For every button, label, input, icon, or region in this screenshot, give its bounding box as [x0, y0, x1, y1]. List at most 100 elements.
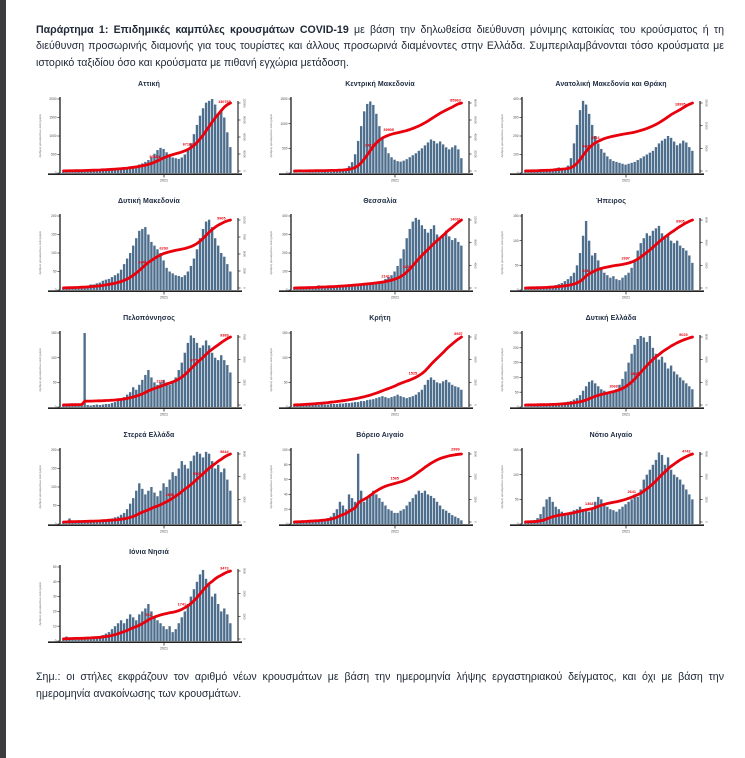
svg-text:200: 200 — [51, 448, 57, 452]
cumulative-cases-line — [524, 452, 694, 524]
svg-text:0: 0 — [474, 521, 478, 523]
svg-text:200: 200 — [51, 214, 57, 218]
right-axis: 0 30000 60000 90000 120000 — [237, 99, 247, 174]
left-axis: 0 50 100 150 200 — [51, 448, 61, 526]
x-year-label: 2021 — [391, 530, 399, 534]
svg-text:40000: 40000 — [474, 133, 478, 141]
left-axis: 0 50 100 150 — [282, 331, 292, 409]
svg-text:2500: 2500 — [243, 379, 247, 386]
x-year-label: 2021 — [622, 413, 630, 417]
svg-text:1000: 1000 — [474, 496, 478, 503]
svg-text:3000: 3000 — [243, 568, 247, 575]
x-year-label: 2021 — [160, 530, 168, 534]
annotation-value: 2141 — [381, 275, 389, 279]
annotation-value: 2068 — [609, 385, 617, 389]
svg-text:0: 0 — [705, 287, 709, 289]
annotation-value: 2697 — [621, 257, 629, 261]
svg-text:0: 0 — [517, 405, 519, 409]
svg-text:7500: 7500 — [243, 234, 247, 241]
svg-text:100: 100 — [282, 448, 288, 452]
chart-title: Πελοπόννησος — [123, 315, 175, 323]
svg-text:0: 0 — [705, 170, 709, 172]
daily-cases-bars — [62, 452, 232, 525]
report-page: Παράρτημα 1: Επιδημικές καμπύλες κρουσμά… — [36, 22, 724, 713]
charts-grid: Αττική Αριθμός κρουσμάτων ανά ημέρα 0 500 10… — [36, 81, 724, 653]
svg-text:100: 100 — [513, 153, 519, 157]
svg-text:3000: 3000 — [705, 474, 709, 481]
svg-text:6000: 6000 — [705, 357, 709, 364]
svg-text:4000: 4000 — [705, 240, 709, 247]
daily-cases-bars — [293, 101, 463, 174]
cumulative-annotations: 1343 2697 6905 — [582, 219, 685, 273]
x-year-label: 2021 — [160, 296, 168, 300]
svg-text:4500: 4500 — [705, 451, 709, 458]
x-axis: 2021 — [279, 173, 473, 183]
annotation-value: 9025 — [679, 333, 687, 337]
annotation-value: 1343 — [582, 269, 590, 273]
svg-text:0: 0 — [286, 171, 288, 175]
svg-text:6000: 6000 — [705, 217, 709, 224]
svg-text:0: 0 — [243, 521, 247, 523]
svg-text:10000: 10000 — [705, 122, 709, 130]
left-axis: 0 500 1000 1500 2000 — [49, 97, 61, 175]
annotation-value: 4465 — [582, 144, 590, 148]
svg-text:30: 30 — [53, 595, 57, 599]
region-chart-10: Στερεά Ελλάδα Αριθμός κρουσμάτων ανά ημέρ… — [36, 432, 262, 536]
svg-text:3000: 3000 — [705, 379, 709, 386]
annotation-value: 1741 — [178, 603, 186, 607]
chart-canvas: Αριθμός κρουσμάτων ανά ημέρα 0 50 100 150 202… — [500, 214, 709, 300]
region-chart-2: Κεντρική Μακεδονία Αριθμός κρουσμάτων ανά… — [267, 81, 493, 185]
daily-cases-bars — [62, 99, 232, 174]
daily-cases-bars — [62, 333, 232, 408]
svg-text:0: 0 — [243, 638, 247, 640]
annotation-value: 9905 — [217, 217, 225, 221]
chart-canvas: Αριθμός κρουσμάτων ανά ημέρα 0 20 40 60 80 100… — [269, 448, 478, 534]
chart-title: Στερεά Ελλάδα — [123, 432, 175, 440]
y-left-caption: Αριθμός κρουσμάτων ανά ημέρα — [38, 231, 42, 275]
annotation-value: 9389 — [220, 334, 228, 338]
svg-text:150: 150 — [51, 467, 57, 471]
svg-text:1500: 1500 — [280, 97, 287, 101]
x-axis: 2021 — [48, 173, 242, 183]
svg-text:150: 150 — [513, 448, 519, 452]
svg-text:150: 150 — [51, 331, 57, 335]
cumulative-cases-line — [293, 218, 463, 290]
cumulative-cases-line — [62, 452, 232, 524]
chart-title: Βόρειο Αιγαίο — [356, 432, 404, 440]
svg-text:250: 250 — [513, 331, 519, 335]
svg-text:50: 50 — [515, 391, 519, 395]
svg-text:50: 50 — [515, 264, 519, 268]
svg-text:50: 50 — [53, 381, 57, 385]
svg-text:0: 0 — [474, 287, 478, 289]
cumulative-cases-line — [524, 101, 694, 173]
x-year-label: 2021 — [160, 413, 168, 417]
svg-text:0: 0 — [517, 171, 519, 175]
annotation-value: 5566 — [193, 472, 201, 476]
right-axis: 0 3000 6000 9000 — [237, 451, 247, 525]
daily-cases-bars — [524, 221, 694, 291]
y-left-caption: Αριθμός κρουσμάτων ανά ημέρα — [500, 348, 504, 392]
y-left-caption: Αριθμός κρουσμάτων ανά ημέρα — [38, 582, 42, 626]
annotation-value: 1368 — [585, 502, 593, 506]
chart-canvas: Αριθμός κρουσμάτων ανά ημέρα 0 50 100 150 200… — [38, 214, 247, 300]
svg-text:20000: 20000 — [474, 150, 478, 158]
right-axis: 0 20000 40000 60000 80000 — [468, 99, 478, 174]
svg-text:90000: 90000 — [243, 116, 247, 124]
svg-text:80000: 80000 — [474, 99, 478, 107]
annotation-value: 2999 — [451, 448, 459, 452]
chart-canvas: Αριθμός κρουσμάτων ανά ημέρα 0 500 1000 1500… — [38, 97, 247, 183]
svg-text:120000: 120000 — [243, 99, 247, 109]
svg-text:20: 20 — [53, 610, 57, 614]
annotation-value: 1565 — [390, 477, 398, 481]
chart-canvas: Αριθμός κρουσμάτων ανά ημέρα 0 50 100 150 202… — [38, 331, 247, 417]
chart-title: Ανατολική Μακεδονία και Θράκη — [555, 81, 667, 89]
annotation-value: 67162 — [183, 143, 194, 147]
y-left-caption: Αριθμός κρουσμάτων ανά ημέρα — [269, 348, 273, 392]
annotation-value: 130765 — [218, 100, 231, 104]
left-axis: 0 50 100 150 — [513, 214, 523, 292]
svg-text:1000: 1000 — [243, 613, 247, 620]
svg-text:100: 100 — [282, 356, 288, 360]
left-axis: 0 50 100 150 — [51, 331, 61, 409]
annotation-value: 3473 — [220, 567, 228, 571]
cumulative-annotations: 29817 39905 85963 — [365, 99, 461, 148]
